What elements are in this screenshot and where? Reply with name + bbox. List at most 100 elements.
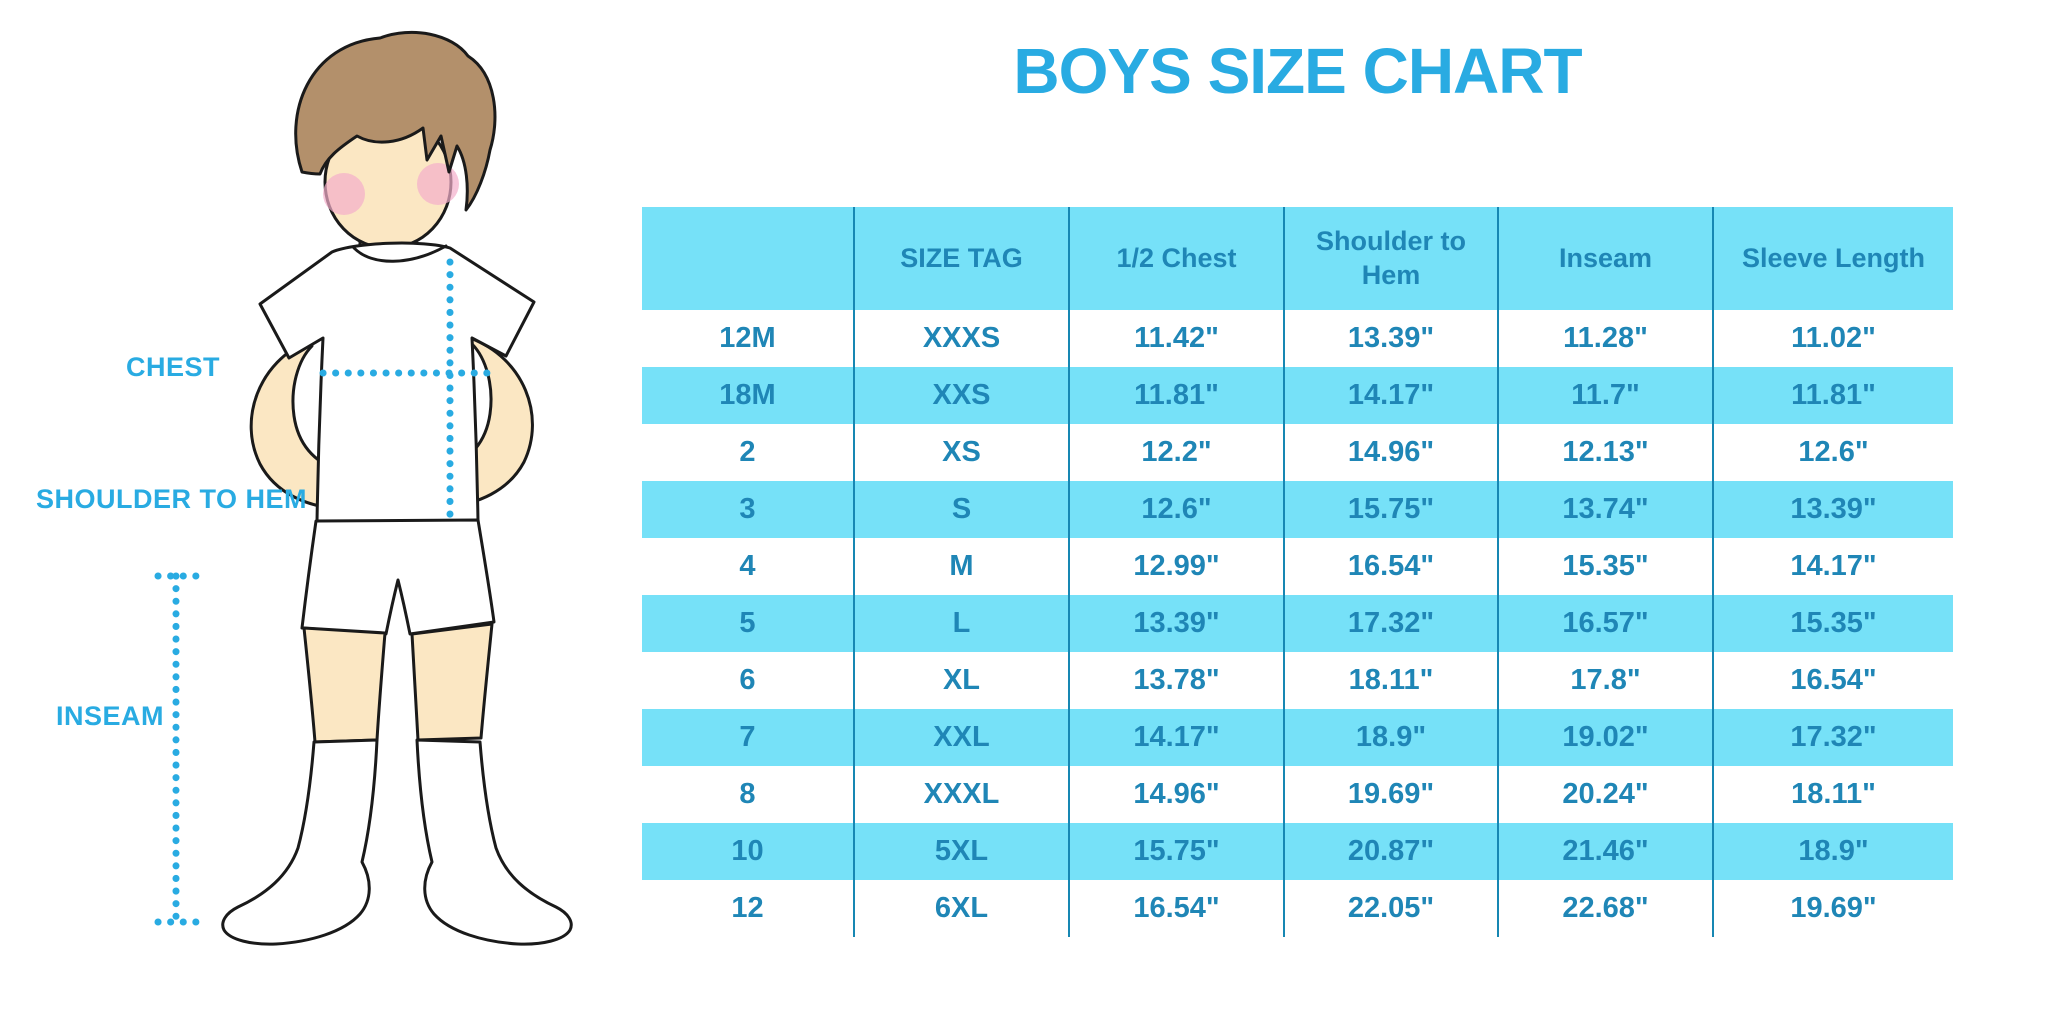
measurement-cell: L [853,595,1069,652]
measurement-cell: 19.69" [1283,766,1498,823]
measurement-cell: 17.8" [1497,652,1713,709]
column-header-age [642,207,854,310]
measurement-cell: 18.9" [1712,823,1953,880]
measurement-cell: 21.46" [1497,823,1713,880]
table-row: 6 XL 13.78" 18.11" 17.8" 16.54" [642,652,1953,709]
measurement-cell: 16.54" [1283,538,1498,595]
measurement-cell: XS [853,424,1069,481]
measurement-cell: XXXS [853,310,1069,367]
table-row: 2 XS 12.2" 14.96" 12.13" 12.6" [642,424,1953,481]
measurement-cell: 15.75" [1283,481,1498,538]
measurement-cell: 13.39" [1068,595,1284,652]
column-header-shoulder-to-hem: Shoulder to Hem [1283,207,1498,310]
column-header-half-chest: 1/2 Chest [1068,207,1284,310]
table-row: 18M XXS 11.81" 14.17" 11.7" 11.81" [642,367,1953,424]
table-row: 10 5XL 15.75" 20.87" 21.46" 18.9" [642,823,1953,880]
measurement-cell: 13.39" [1283,310,1498,367]
measurement-cell: 16.54" [1068,880,1284,937]
t-shirt [258,241,536,524]
shoulder-to-hem-label: SHOULDER TO HEM [36,484,308,514]
measurement-cell: 11.02" [1712,310,1953,367]
measurement-cell: 20.87" [1283,823,1498,880]
measurement-cell: XXXL [853,766,1069,823]
age-size-cell: 2 [642,424,854,481]
table-row: 4 M 12.99" 16.54" 15.35" 14.17" [642,538,1953,595]
measurement-cell: 14.96" [1283,424,1498,481]
left-cheek [323,173,365,215]
collar [352,244,448,263]
measurement-cell: 12.13" [1497,424,1713,481]
measurement-cell: 17.32" [1712,709,1953,766]
right-sock [415,738,573,946]
right-cheek [417,163,459,205]
page-title: BOYS SIZE CHART [1013,35,1582,107]
measurement-cell: 12.99" [1068,538,1284,595]
size-table: SIZE TAG 1/2 Chest Shoulder to Hem Insea… [642,207,1953,937]
measurement-cell: 11.81" [1068,367,1284,424]
hair [294,31,497,212]
measurement-cell: 16.57" [1497,595,1713,652]
measurement-cell: 11.7" [1497,367,1713,424]
measurement-cell: 13.78" [1068,652,1284,709]
measurement-cell: 20.24" [1497,766,1713,823]
measurement-cell: 5XL [853,823,1069,880]
measurement-cell: 18.11" [1712,766,1953,823]
measurement-cell: 15.35" [1712,595,1953,652]
table-row: 8 XXXL 14.96" 19.69" 20.24" 18.11" [642,766,1953,823]
measurement-cell: 12.2" [1068,424,1284,481]
measurement-cell: 12.6" [1712,424,1953,481]
measurement-cell: 14.17" [1068,709,1284,766]
measurement-cell: 14.17" [1283,367,1498,424]
column-header-sleeve-length: Sleeve Length [1712,207,1953,310]
table-row: 5 L 13.39" 17.32" 16.57" 15.35" [642,595,1953,652]
table-row: 12 6XL 16.54" 22.05" 22.68" 19.69" [642,880,1953,937]
left-sock [221,738,379,946]
measurement-cell: 15.75" [1068,823,1284,880]
measurement-cell: 6XL [853,880,1069,937]
age-size-cell: 4 [642,538,854,595]
header-row: SIZE TAG 1/2 Chest Shoulder to Hem Insea… [642,207,1953,310]
measurement-cell: 18.11" [1283,652,1498,709]
age-size-cell: 3 [642,481,854,538]
measurement-cell: XL [853,652,1069,709]
column-header-inseam: Inseam [1497,207,1713,310]
measurement-cell: 22.68" [1497,880,1713,937]
right-leg [410,622,494,742]
measurement-cell: 19.02" [1497,709,1713,766]
measurement-cell: 17.32" [1283,595,1498,652]
measurement-cell: 18.9" [1283,709,1498,766]
measurement-cell: 11.42" [1068,310,1284,367]
age-size-cell: 7 [642,709,854,766]
shorts [300,518,496,636]
measurement-cell: M [853,538,1069,595]
age-size-cell: 12M [642,310,854,367]
table-row: 3 S 12.6" 15.75" 13.74" 13.39" [642,481,1953,538]
inseam-label: INSEAM [55,701,164,731]
age-size-cell: 10 [642,823,854,880]
age-size-cell: 5 [642,595,854,652]
size-table-body: 12M XXXS 11.42" 13.39" 11.28" 11.02" 18M XXS 11.… [642,310,1953,937]
measurement-cell: 14.17" [1712,538,1953,595]
measurement-cell: 15.35" [1497,538,1713,595]
table-row: 12M XXXS 11.42" 13.39" 11.28" 11.02" [642,310,1953,367]
table-row: 7 XXL 14.17" 18.9" 19.02" 17.32" [642,709,1953,766]
age-size-cell: 6 [642,652,854,709]
measurement-cell: 11.28" [1497,310,1713,367]
age-size-cell: 8 [642,766,854,823]
age-size-cell: 12 [642,880,854,937]
measurement-cell: S [853,481,1069,538]
measurement-cell: XXL [853,709,1069,766]
measurement-cell: 16.54" [1712,652,1953,709]
measurement-cell: 13.74" [1497,481,1713,538]
measurement-cell: 13.39" [1712,481,1953,538]
column-header-size-tag: SIZE TAG [853,207,1069,310]
measurement-cell: 22.05" [1283,880,1498,937]
measurement-cell: 12.6" [1068,481,1284,538]
measurement-cell: 14.96" [1068,766,1284,823]
chest-label: CHEST [125,352,220,382]
measurement-cell: XXS [853,367,1069,424]
age-size-cell: 18M [642,367,854,424]
left-leg [302,626,387,744]
measurement-cell: 11.81" [1712,367,1953,424]
